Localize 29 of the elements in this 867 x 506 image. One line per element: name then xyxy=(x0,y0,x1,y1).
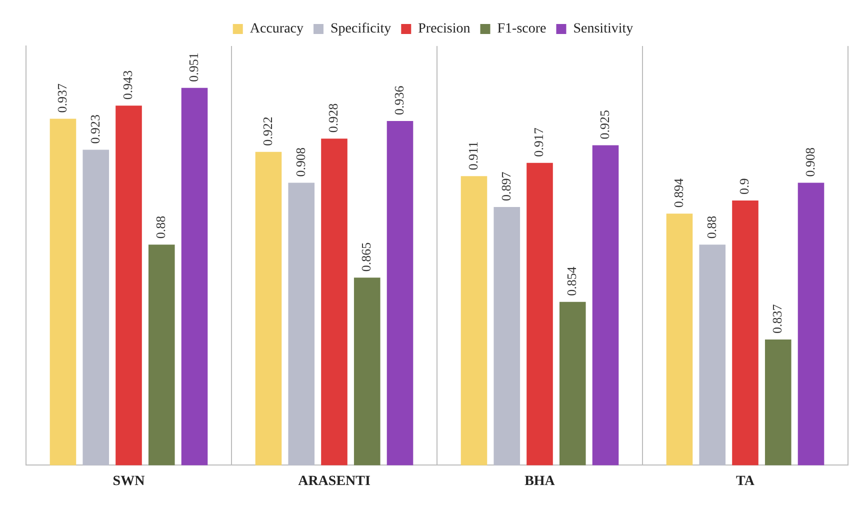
data-label: 0.936 xyxy=(391,85,406,116)
data-label: 0.854 xyxy=(564,266,580,296)
data-label: 0.897 xyxy=(498,171,514,202)
legend-label: Specificity xyxy=(330,22,392,37)
data-label: 0.908 xyxy=(802,148,818,177)
data-label: 0.88 xyxy=(153,216,168,239)
x-tick-label: ARASENTI xyxy=(298,474,370,490)
data-label: 0.922 xyxy=(260,116,275,146)
data-label: 0.951 xyxy=(186,52,201,82)
legend-label: Accuracy xyxy=(250,22,304,37)
data-label: 0.88 xyxy=(704,216,719,239)
data-label: 0.917 xyxy=(531,127,546,157)
legend-label: F1-score xyxy=(497,22,546,37)
data-label: 0.928 xyxy=(326,103,341,133)
x-tick-label: TA xyxy=(736,474,756,490)
data-label: 0.923 xyxy=(87,114,102,144)
legend-label: Sensitivity xyxy=(573,22,634,37)
data-label: 0.908 xyxy=(292,148,308,177)
data-label: 0.943 xyxy=(120,70,136,100)
data-label: 0.925 xyxy=(596,110,612,140)
data-label: 0.837 xyxy=(770,304,785,334)
data-label: 0.894 xyxy=(670,178,686,208)
x-tick-label: SWN xyxy=(112,474,145,490)
data-label: 0.865 xyxy=(358,242,374,272)
legend-label: Precision xyxy=(418,22,470,37)
data-label: 0.911 xyxy=(465,141,480,170)
data-label: 0.9 xyxy=(736,178,752,194)
data-label: 0.937 xyxy=(54,83,70,113)
x-tick-label: BHA xyxy=(524,474,556,490)
